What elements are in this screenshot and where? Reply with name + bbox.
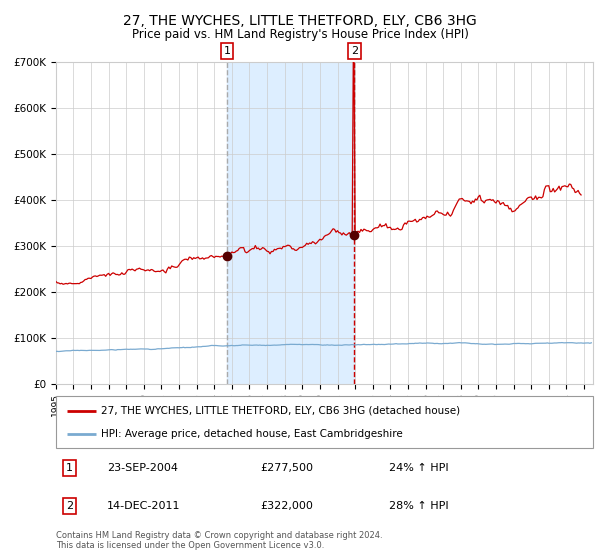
Text: Contains HM Land Registry data © Crown copyright and database right 2024.
This d: Contains HM Land Registry data © Crown c… (56, 531, 382, 550)
Text: 23-SEP-2004: 23-SEP-2004 (107, 463, 178, 473)
Text: 24% ↑ HPI: 24% ↑ HPI (389, 463, 448, 473)
FancyBboxPatch shape (56, 396, 593, 448)
Bar (227, 62, 354, 384)
Text: 2: 2 (65, 501, 73, 511)
Text: 28% ↑ HPI: 28% ↑ HPI (389, 501, 448, 511)
Text: £277,500: £277,500 (260, 463, 313, 473)
Text: 2: 2 (350, 46, 358, 56)
Text: 1: 1 (66, 463, 73, 473)
Text: HPI: Average price, detached house, East Cambridgeshire: HPI: Average price, detached house, East… (101, 429, 403, 439)
Text: £322,000: £322,000 (260, 501, 313, 511)
Text: Price paid vs. HM Land Registry's House Price Index (HPI): Price paid vs. HM Land Registry's House … (131, 28, 469, 41)
Text: 27, THE WYCHES, LITTLE THETFORD, ELY, CB6 3HG (detached house): 27, THE WYCHES, LITTLE THETFORD, ELY, CB… (101, 406, 461, 416)
Text: 14-DEC-2011: 14-DEC-2011 (107, 501, 181, 511)
Text: 1: 1 (223, 46, 230, 56)
Text: 27, THE WYCHES, LITTLE THETFORD, ELY, CB6 3HG: 27, THE WYCHES, LITTLE THETFORD, ELY, CB… (123, 14, 477, 28)
